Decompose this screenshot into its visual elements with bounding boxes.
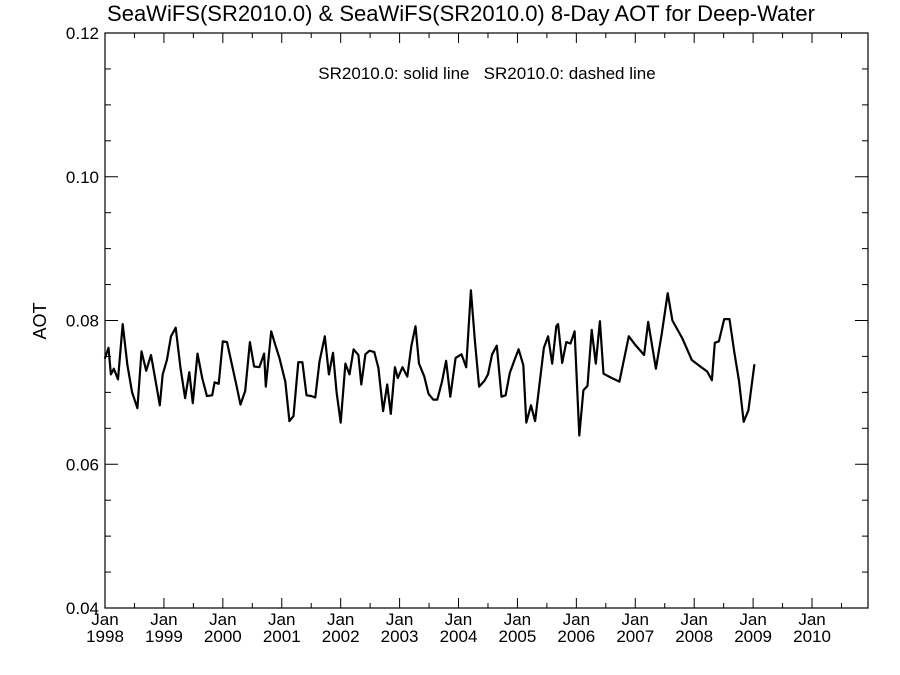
x-tick-year-label: 1999 [145, 627, 183, 646]
x-tick-year-label: 2006 [557, 627, 595, 646]
x-tick-month-label: Jan [327, 610, 354, 629]
y-tick-label: 0.04 [66, 599, 99, 618]
x-tick-year-label: 2003 [381, 627, 419, 646]
x-tick-year-label: 2001 [263, 627, 301, 646]
x-tick-month-label: Jan [622, 610, 649, 629]
y-tick-label: 0.08 [66, 312, 99, 331]
x-tick-year-label: 2004 [440, 627, 478, 646]
x-tick-month-label: Jan [150, 610, 177, 629]
x-tick-month-label: Jan [504, 610, 531, 629]
y-tick-label: 0.10 [66, 168, 99, 187]
x-tick-month-label: Jan [739, 610, 766, 629]
y-tick-label: 0.12 [66, 24, 99, 43]
x-tick-year-label: 2010 [793, 627, 831, 646]
legend-text: SR2010.0: solid line SR2010.0: dashed li… [318, 64, 655, 83]
x-tick-year-label: 2009 [734, 627, 772, 646]
x-tick-month-label: Jan [268, 610, 295, 629]
x-tick-year-label: 2008 [675, 627, 713, 646]
tick-labels: 0.040.060.080.100.12Jan1998Jan1999Jan200… [66, 24, 831, 646]
x-tick-month-label: Jan [445, 610, 472, 629]
x-tick-month-label: Jan [386, 610, 413, 629]
x-tick-month-label: Jan [680, 610, 707, 629]
x-tick-month-label: Jan [91, 610, 118, 629]
y-tick-label: 0.06 [66, 455, 99, 474]
x-tick-month-label: Jan [209, 610, 236, 629]
x-tick-year-label: 2005 [499, 627, 537, 646]
x-tick-month-label: Jan [563, 610, 590, 629]
y-axis-label: AOT [30, 302, 50, 339]
axis-ticks [104, 32, 868, 609]
x-tick-year-label: 2007 [616, 627, 654, 646]
x-tick-year-label: 2002 [322, 627, 360, 646]
x-tick-year-label: 2000 [204, 627, 242, 646]
x-tick-month-label: Jan [798, 610, 825, 629]
x-tick-year-label: 1998 [86, 627, 124, 646]
chart-title: SeaWiFS(SR2010.0) & SeaWiFS(SR2010.0) 8-… [107, 1, 815, 26]
plot-frame [104, 32, 869, 609]
series-solid-line [103, 289, 756, 437]
